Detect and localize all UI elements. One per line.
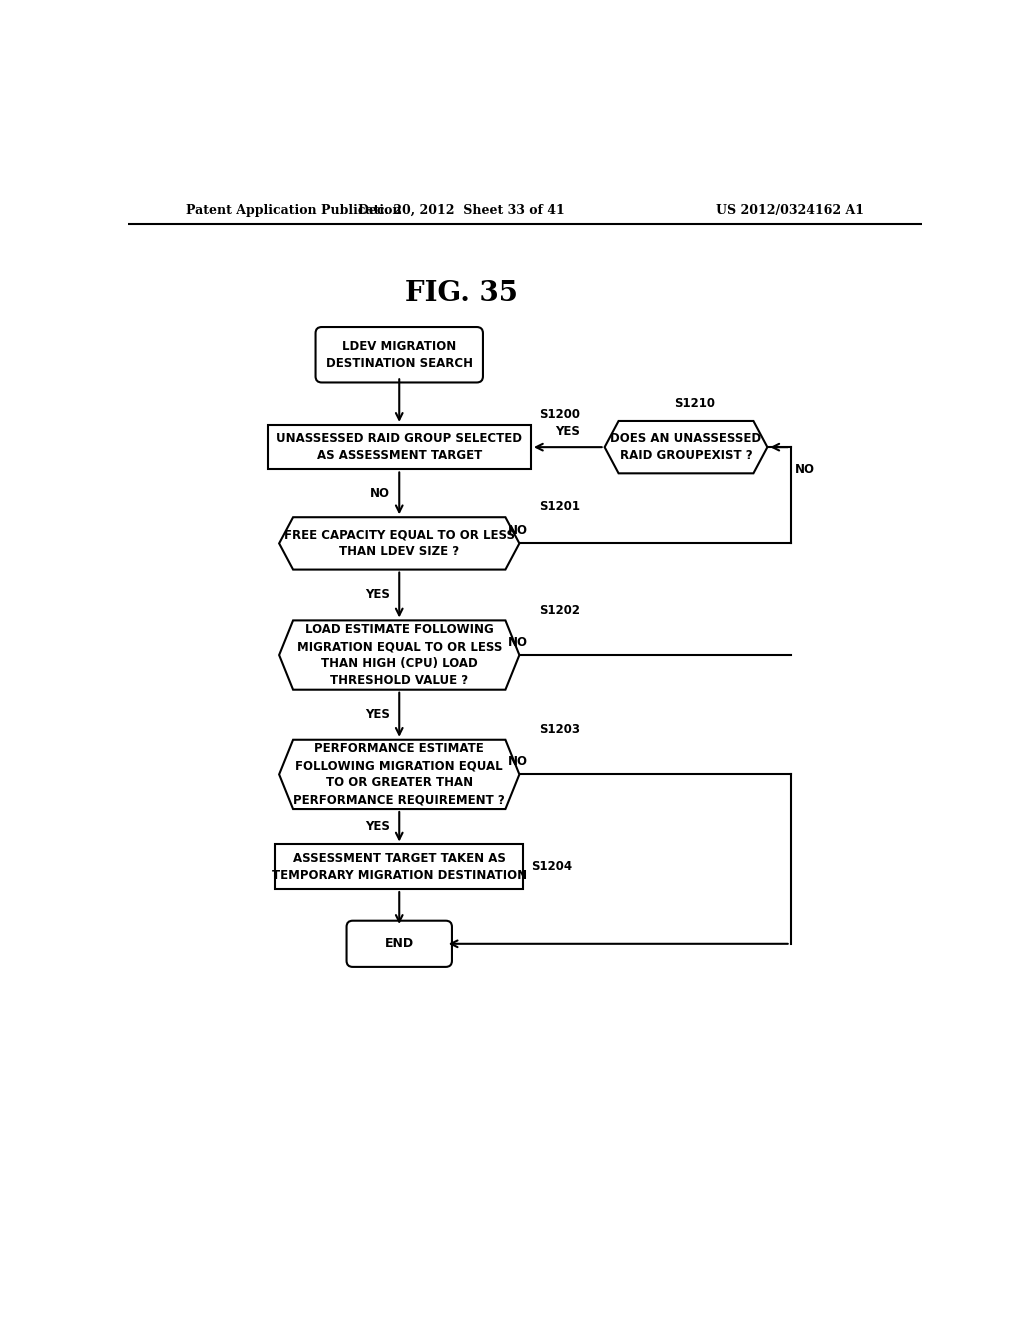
- Text: NO: NO: [508, 755, 527, 768]
- Text: LOAD ESTIMATE FOLLOWING
MIGRATION EQUAL TO OR LESS
THAN HIGH (CPU) LOAD
THRESHOL: LOAD ESTIMATE FOLLOWING MIGRATION EQUAL …: [297, 623, 502, 686]
- Polygon shape: [604, 421, 767, 474]
- Text: PERFORMANCE ESTIMATE
FOLLOWING MIGRATION EQUAL
TO OR GREATER THAN
PERFORMANCE RE: PERFORMANCE ESTIMATE FOLLOWING MIGRATION…: [293, 742, 505, 807]
- Text: END: END: [385, 937, 414, 950]
- Text: DOES AN UNASSESSED
RAID GROUPEXIST ?: DOES AN UNASSESSED RAID GROUPEXIST ?: [610, 432, 762, 462]
- Text: ASSESSMENT TARGET TAKEN AS
TEMPORARY MIGRATION DESTINATION: ASSESSMENT TARGET TAKEN AS TEMPORARY MIG…: [271, 851, 526, 882]
- Bar: [267, 425, 531, 470]
- FancyBboxPatch shape: [315, 327, 483, 383]
- Text: YES: YES: [366, 820, 390, 833]
- Text: S1201: S1201: [539, 500, 580, 513]
- Text: S1204: S1204: [531, 861, 572, 874]
- Polygon shape: [280, 620, 519, 689]
- Text: NO: NO: [508, 524, 527, 537]
- FancyBboxPatch shape: [346, 921, 452, 966]
- Text: Dec. 20, 2012  Sheet 33 of 41: Dec. 20, 2012 Sheet 33 of 41: [357, 205, 564, 218]
- Text: LDEV MIGRATION
DESTINATION SEARCH: LDEV MIGRATION DESTINATION SEARCH: [326, 339, 473, 370]
- Text: S1200: S1200: [539, 408, 580, 421]
- Text: NO: NO: [370, 487, 390, 500]
- Text: S1203: S1203: [539, 723, 580, 737]
- Text: S1202: S1202: [539, 603, 580, 616]
- Text: UNASSESSED RAID GROUP SELECTED
AS ASSESSMENT TARGET: UNASSESSED RAID GROUP SELECTED AS ASSESS…: [276, 432, 522, 462]
- Text: S1210: S1210: [675, 397, 716, 411]
- Text: FIG. 35: FIG. 35: [404, 280, 518, 306]
- Text: FREE CAPACITY EQUAL TO OR LESS
THAN LDEV SIZE ?: FREE CAPACITY EQUAL TO OR LESS THAN LDEV…: [284, 528, 515, 558]
- Text: YES: YES: [366, 589, 390, 602]
- Polygon shape: [280, 739, 519, 809]
- Text: US 2012/0324162 A1: US 2012/0324162 A1: [716, 205, 864, 218]
- Text: NO: NO: [795, 462, 814, 475]
- Text: YES: YES: [366, 709, 390, 721]
- Bar: [275, 845, 523, 890]
- Text: NO: NO: [508, 636, 527, 649]
- Text: YES: YES: [555, 425, 581, 438]
- Text: Patent Application Publication: Patent Application Publication: [186, 205, 401, 218]
- Polygon shape: [280, 517, 519, 570]
